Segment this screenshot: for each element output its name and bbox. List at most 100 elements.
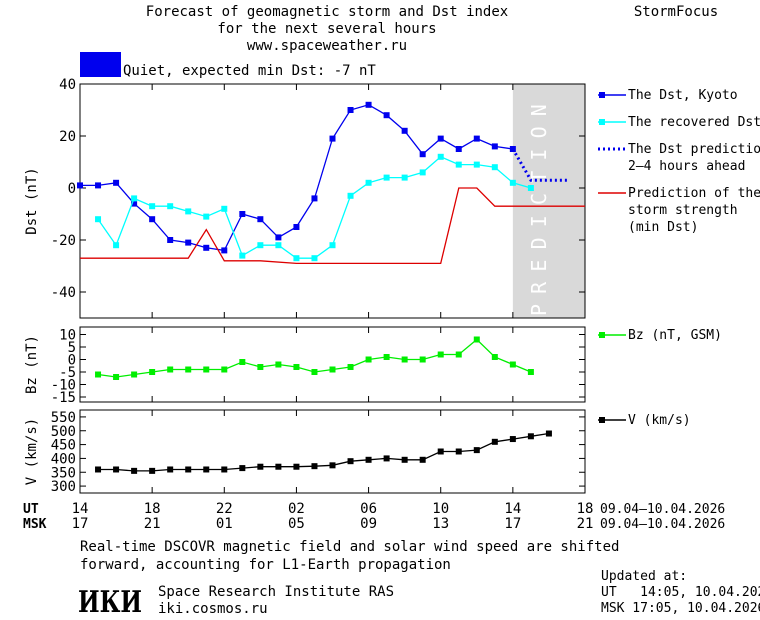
prediction-letter: C <box>527 193 551 205</box>
data-point <box>365 456 372 463</box>
y-axis-label: Dst (nT) <box>24 167 40 234</box>
data-point <box>455 146 462 152</box>
updated-ut: UT 14:05, 10.04.2026 <box>601 585 760 600</box>
data-point <box>311 463 318 470</box>
prediction-letter: P <box>527 304 551 316</box>
data-point <box>347 107 354 113</box>
data-point <box>437 448 444 455</box>
data-point <box>473 135 480 142</box>
panel-frame <box>79 326 586 403</box>
data-point <box>293 224 300 230</box>
data-point <box>329 462 336 469</box>
chart-title-line1: Forecast of geomagnetic storm and Dst in… <box>146 4 508 20</box>
data-point <box>95 216 102 223</box>
footnote-line1: Real-time DSCOVR magnetic field and sola… <box>80 539 619 555</box>
legend-marker <box>599 417 605 423</box>
site-url[interactable]: www.spaceweather.ru <box>247 38 407 54</box>
data-point <box>491 438 498 445</box>
legend-marker <box>599 92 605 98</box>
ut-tick-label: 10 <box>432 501 449 517</box>
legend-label: V (km/s) <box>628 413 691 428</box>
data-point <box>95 182 102 189</box>
data-point <box>203 466 210 473</box>
data-point <box>491 164 498 171</box>
data-point <box>239 359 246 365</box>
data-point <box>527 433 534 440</box>
updated-msk: MSK 17:05, 10.04.2026 <box>601 601 760 616</box>
data-point <box>419 151 426 158</box>
data-point <box>545 430 552 437</box>
legend-marker <box>599 119 605 125</box>
series-line <box>97 156 532 259</box>
data-point <box>365 356 372 363</box>
data-point <box>131 467 138 474</box>
data-point <box>509 436 516 443</box>
data-point <box>221 205 228 212</box>
data-point <box>509 179 516 186</box>
data-point <box>167 366 174 373</box>
msk-tick-label: 21 <box>577 516 594 532</box>
data-point <box>437 135 444 142</box>
updated-label: Updated at: <box>601 569 687 584</box>
data-point <box>473 447 480 454</box>
iki-logo: ИКИ <box>78 585 142 620</box>
data-point <box>473 336 480 343</box>
data-point <box>293 255 300 262</box>
y-tick-label: 0 <box>68 353 76 369</box>
prediction-letter: O <box>527 126 551 138</box>
data-point <box>419 456 426 463</box>
prediction-letter: T <box>527 171 551 183</box>
data-point <box>77 182 83 189</box>
data-point <box>383 354 390 360</box>
data-point <box>365 101 372 108</box>
data-point <box>383 455 390 462</box>
ut-axis-label: UT <box>23 502 39 517</box>
data-point <box>509 361 516 368</box>
data-point <box>437 153 444 160</box>
data-point <box>203 366 210 373</box>
data-point <box>95 466 102 473</box>
legend-label: Prediction of the storm strength (min Dst) <box>628 186 760 235</box>
msk-tick-label: 21 <box>144 516 161 532</box>
msk-axis-label: MSK <box>23 517 47 532</box>
prediction-letter: R <box>527 281 551 294</box>
msk-tick-label: 13 <box>432 516 449 532</box>
y-tick-label: 300 <box>51 479 76 495</box>
data-point <box>131 371 138 378</box>
y-tick-label: 40 <box>59 77 76 93</box>
y-tick-label: 500 <box>51 424 76 440</box>
data-point <box>455 161 462 168</box>
data-point <box>275 234 282 241</box>
data-point <box>149 216 156 223</box>
brand-name: StormFocus <box>634 4 718 20</box>
legend-marker <box>599 332 605 338</box>
data-point <box>203 244 210 251</box>
msk-tick-label: 17 <box>504 516 521 532</box>
legend-label: The Dst prediction 2–4 hours ahead <box>628 142 760 174</box>
data-point <box>185 366 192 373</box>
institute-url[interactable]: iki.cosmos.ru <box>158 601 268 617</box>
data-point <box>239 465 246 472</box>
data-point <box>365 179 372 186</box>
prediction-letter: I <box>527 215 551 227</box>
data-point <box>401 356 408 363</box>
series-line <box>511 148 567 182</box>
y-axis-label: Bz (nT) <box>24 335 40 394</box>
data-point <box>131 195 138 202</box>
data-point <box>491 354 498 360</box>
data-point <box>149 203 156 210</box>
data-point <box>149 467 156 474</box>
data-point <box>203 213 210 220</box>
data-point <box>419 169 426 176</box>
data-point <box>239 211 246 217</box>
data-point <box>167 203 174 210</box>
ut-tick-label: 06 <box>360 501 377 517</box>
data-point <box>347 458 354 465</box>
data-point <box>167 237 174 243</box>
data-point <box>221 466 228 473</box>
data-point <box>257 216 264 223</box>
